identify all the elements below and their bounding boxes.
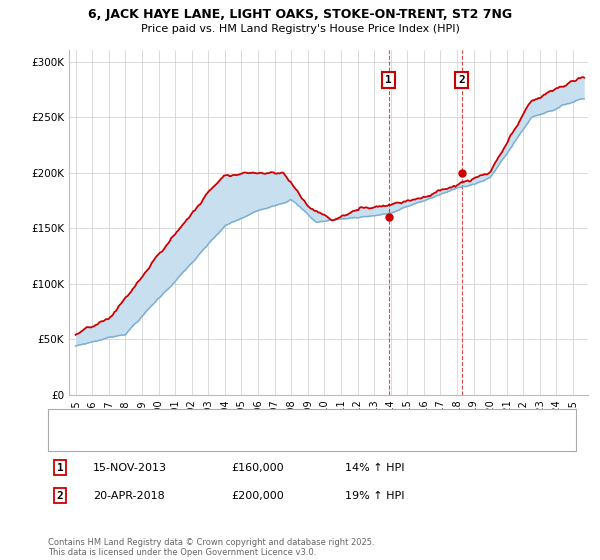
Text: 6, JACK HAYE LANE, LIGHT OAKS, STOKE-ON-TRENT, ST2 7NG: 6, JACK HAYE LANE, LIGHT OAKS, STOKE-ON-… — [88, 8, 512, 21]
Text: 1: 1 — [385, 74, 392, 85]
Text: ———: ——— — [63, 433, 100, 446]
Text: 14% ↑ HPI: 14% ↑ HPI — [345, 463, 404, 473]
Text: 15-NOV-2013: 15-NOV-2013 — [93, 463, 167, 473]
Text: 2: 2 — [56, 491, 64, 501]
Text: Contains HM Land Registry data © Crown copyright and database right 2025.
This d: Contains HM Land Registry data © Crown c… — [48, 538, 374, 557]
Text: 6, JACK HAYE LANE, LIGHT OAKS, STOKE-ON-TRENT, ST2 7NG (detached house): 6, JACK HAYE LANE, LIGHT OAKS, STOKE-ON-… — [93, 415, 487, 425]
Text: 19% ↑ HPI: 19% ↑ HPI — [345, 491, 404, 501]
Text: £160,000: £160,000 — [231, 463, 284, 473]
Text: 1: 1 — [56, 463, 64, 473]
Text: HPI: Average price, detached house, Stoke-on-Trent: HPI: Average price, detached house, Stok… — [93, 435, 349, 445]
Text: £200,000: £200,000 — [231, 491, 284, 501]
Text: 2: 2 — [458, 74, 465, 85]
Text: ———: ——— — [63, 414, 100, 427]
Text: Price paid vs. HM Land Registry's House Price Index (HPI): Price paid vs. HM Land Registry's House … — [140, 24, 460, 34]
Text: 20-APR-2018: 20-APR-2018 — [93, 491, 165, 501]
